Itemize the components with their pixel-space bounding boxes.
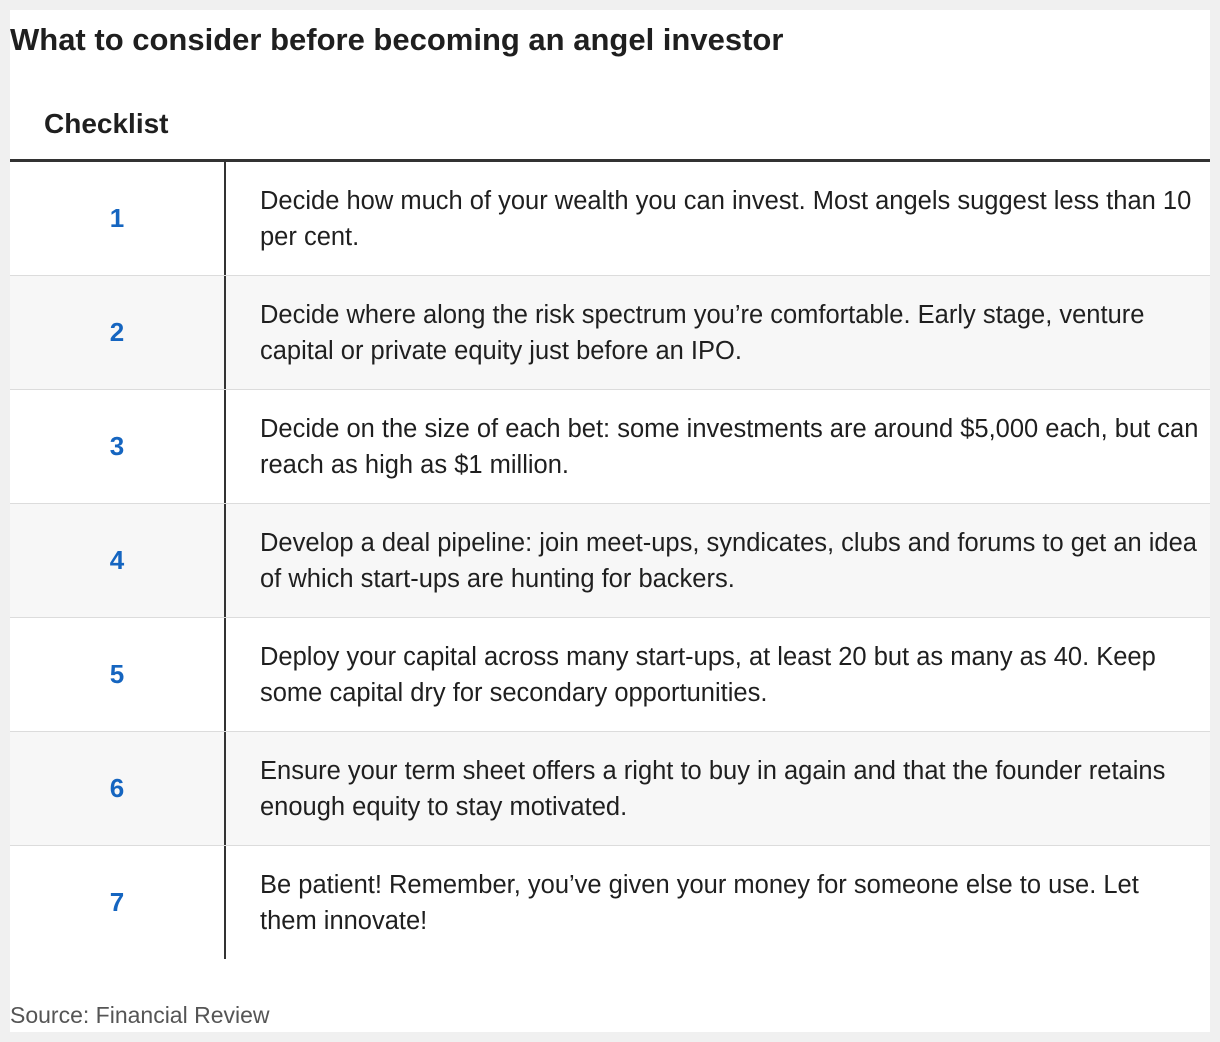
row-number: 3 bbox=[109, 431, 125, 461]
row-text: Decide on the size of each bet: some inv… bbox=[260, 414, 1199, 479]
table-row: 3 Decide on the size of each bet: some i… bbox=[10, 390, 1210, 504]
row-text: Decide where along the risk spectrum you… bbox=[260, 300, 1145, 365]
row-number-cell: 6 bbox=[10, 732, 226, 845]
row-number-cell: 2 bbox=[10, 276, 226, 389]
row-number: 6 bbox=[109, 773, 125, 803]
row-text: Ensure your term sheet offers a right to… bbox=[260, 756, 1166, 821]
row-text: Be patient! Remember, you’ve given your … bbox=[260, 870, 1139, 935]
row-number-cell: 7 bbox=[10, 846, 226, 959]
row-number-cell: 5 bbox=[10, 618, 226, 731]
row-text: Decide how much of your wealth you can i… bbox=[260, 186, 1192, 251]
table-row: 6 Ensure your term sheet offers a right … bbox=[10, 732, 1210, 846]
row-text-cell: Decide on the size of each bet: some inv… bbox=[226, 390, 1210, 503]
row-number: 1 bbox=[109, 203, 125, 233]
row-number: 5 bbox=[109, 659, 125, 689]
row-text-cell: Be patient! Remember, you’ve given your … bbox=[226, 846, 1210, 959]
table-row: 2 Decide where along the risk spectrum y… bbox=[10, 276, 1210, 390]
row-text-cell: Develop a deal pipeline: join meet-ups, … bbox=[226, 504, 1210, 617]
row-number: 2 bbox=[109, 317, 125, 347]
table-row: 4 Develop a deal pipeline: join meet-ups… bbox=[10, 504, 1210, 618]
row-text: Deploy your capital across many start-up… bbox=[260, 642, 1156, 707]
page-title: What to consider before becoming an ange… bbox=[10, 22, 784, 57]
table-row: 1 Decide how much of your wealth you can… bbox=[10, 162, 1210, 276]
row-number-cell: 3 bbox=[10, 390, 226, 503]
row-text: Develop a deal pipeline: join meet-ups, … bbox=[260, 528, 1197, 593]
table-row: 7 Be patient! Remember, you’ve given you… bbox=[10, 846, 1210, 959]
checklist-table: 1 Decide how much of your wealth you can… bbox=[10, 162, 1210, 959]
checklist-card: What to consider before becoming an ange… bbox=[10, 10, 1210, 1032]
row-text-cell: Decide how much of your wealth you can i… bbox=[226, 162, 1210, 275]
checklist-column-header: Checklist bbox=[44, 108, 169, 139]
row-text-cell: Decide where along the risk spectrum you… bbox=[226, 276, 1210, 389]
header-divider bbox=[10, 159, 1210, 162]
row-number-cell: 1 bbox=[10, 162, 226, 275]
row-number: 7 bbox=[109, 887, 125, 917]
row-text-cell: Deploy your capital across many start-up… bbox=[226, 618, 1210, 731]
table-row: 5 Deploy your capital across many start-… bbox=[10, 618, 1210, 732]
row-number-cell: 4 bbox=[10, 504, 226, 617]
row-text-cell: Ensure your term sheet offers a right to… bbox=[226, 732, 1210, 845]
source-note: Source: Financial Review bbox=[10, 1002, 270, 1028]
row-number: 4 bbox=[109, 545, 125, 575]
